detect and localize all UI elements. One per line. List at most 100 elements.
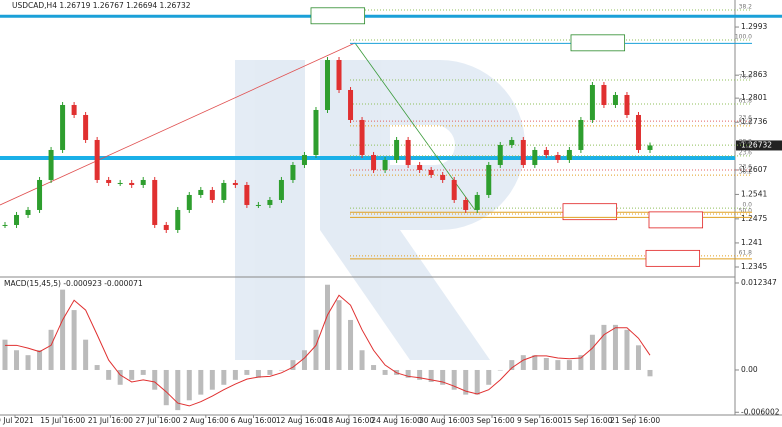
watermark <box>235 60 525 360</box>
time-label: 2 Aug 16:00 <box>183 416 229 425</box>
macd-bar <box>336 300 342 370</box>
price-tick-label: 1.2541 <box>741 189 767 198</box>
macd-bar <box>25 355 31 370</box>
candle-body <box>394 139 400 160</box>
macd-bar <box>566 360 572 370</box>
candle-body <box>440 174 446 180</box>
fib-label: 76.0 <box>739 73 753 80</box>
candle-body <box>83 114 89 140</box>
macd-bar <box>359 350 365 370</box>
candle-body <box>336 59 342 90</box>
macd-bar <box>382 369 388 375</box>
candle-body <box>163 224 169 230</box>
candle-body <box>198 189 204 195</box>
candle-body <box>94 139 100 180</box>
macd-bar <box>152 369 158 390</box>
fib-label: 23.6 <box>739 163 753 170</box>
fib-label: 61.8 <box>739 249 753 256</box>
macd-bar <box>37 350 43 370</box>
macd-bar <box>348 319 354 370</box>
candle-body <box>497 144 503 165</box>
candle-body <box>635 114 641 150</box>
chart-header: USDCAD,H4 1.26719 1.26767 1.26694 1.2673… <box>12 1 191 10</box>
candle-body <box>382 159 388 170</box>
macd-bar <box>278 369 284 371</box>
candle-body <box>543 149 549 155</box>
macd-bar <box>555 360 561 370</box>
time-label: 6 Aug 16:00 <box>231 416 277 425</box>
time-label: 3 Sep 16:00 <box>469 416 515 425</box>
candle-body <box>14 214 20 225</box>
candle-body <box>106 179 112 183</box>
macd-bar <box>60 289 66 370</box>
price-tick-label: 1.241 <box>741 238 763 247</box>
candle-body <box>221 182 227 200</box>
price-tick-label: 1.2475 <box>741 214 767 223</box>
time-label: 24 Aug 16:00 <box>371 416 422 425</box>
fib-label: 61.8 <box>739 98 753 105</box>
macd-bar <box>589 334 595 370</box>
candle-body <box>509 139 515 145</box>
candle-body <box>417 164 423 170</box>
candle-body <box>244 184 250 205</box>
macd-bar <box>313 329 319 370</box>
macd-bar <box>244 369 250 375</box>
candle-body <box>140 179 146 185</box>
candle-body <box>647 145 653 150</box>
fib-label: 38.2 <box>739 3 753 10</box>
current-price-label: 1.26732 <box>741 140 772 149</box>
candle-body <box>175 209 181 230</box>
candle-body <box>359 119 365 155</box>
macd-bar <box>290 360 296 370</box>
fib-label: 50.0 <box>739 119 753 126</box>
level-box <box>570 34 626 52</box>
macd-bar <box>601 324 607 370</box>
price-tick-label: 1.2736 <box>741 117 767 126</box>
candle-body <box>2 224 8 226</box>
candle-body <box>463 199 469 210</box>
macd-bar <box>267 369 273 375</box>
candle-body <box>532 149 538 165</box>
fib-label: 23.6 <box>739 149 753 156</box>
candle-body <box>624 94 630 115</box>
time-label: 15 Sep 16:00 <box>562 416 612 425</box>
macd-bar <box>474 369 480 395</box>
macd-bar <box>635 345 641 370</box>
level-box <box>562 203 618 221</box>
level-box <box>310 7 366 25</box>
candle-body <box>486 164 492 195</box>
candle-body <box>71 104 77 115</box>
macd-bar <box>520 355 526 370</box>
macd-signal <box>5 294 651 407</box>
macd-bar <box>129 369 135 380</box>
time-label: 30 Aug 16:00 <box>419 416 470 425</box>
macd-bar <box>48 329 54 370</box>
macd-bar <box>578 355 584 370</box>
fib-label: 38.2 <box>739 139 753 146</box>
macd-bar <box>451 369 457 390</box>
candle-body <box>428 169 434 175</box>
candle-body <box>209 189 215 200</box>
macd-bar <box>486 369 492 385</box>
candle-body <box>474 194 480 210</box>
macd-bar <box>94 365 100 370</box>
time-label: 18 Aug 16:00 <box>324 416 375 425</box>
candle-body <box>405 139 411 165</box>
macd-bar <box>255 369 261 378</box>
price-tick-label: 1.2801 <box>741 93 767 102</box>
fib-label: 100.0 <box>735 33 752 40</box>
macd-bar <box>497 369 503 371</box>
candle-body <box>117 182 123 184</box>
macd-bar <box>117 369 123 385</box>
candle-body <box>348 89 354 120</box>
macd-bar <box>624 329 630 370</box>
macd-tick-label: 0.00 <box>741 365 758 374</box>
fib-label: 0.0 <box>742 202 752 209</box>
candle-body <box>371 154 377 170</box>
candle-body <box>578 119 584 150</box>
macd-bar <box>463 369 469 395</box>
time-label: 9 Jul 2021 <box>0 416 34 425</box>
macd-bar <box>232 369 238 380</box>
candle-body <box>612 94 618 105</box>
